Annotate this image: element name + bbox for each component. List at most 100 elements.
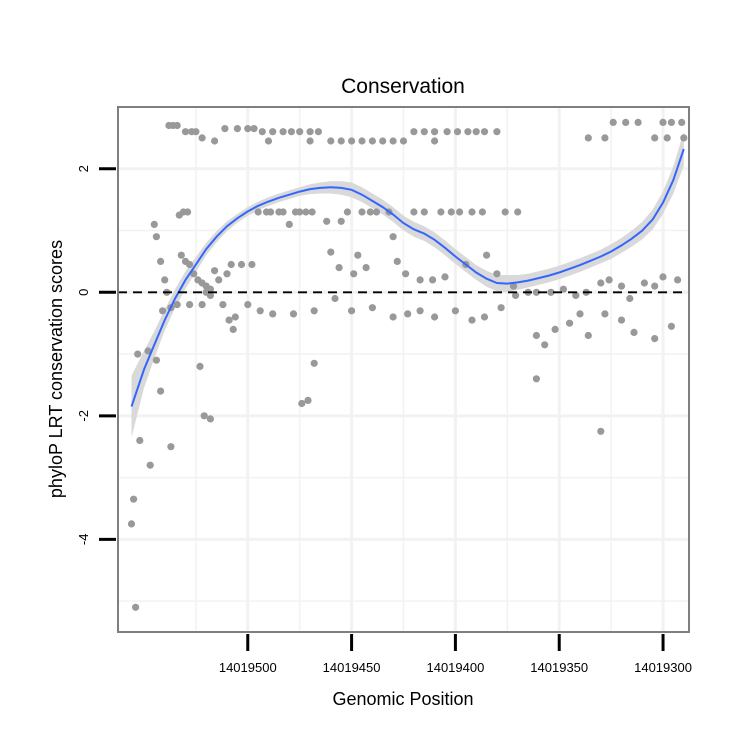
y-tick-label: 0 (76, 289, 91, 296)
data-point (306, 137, 314, 145)
data-point (480, 128, 489, 136)
data-point (302, 208, 310, 216)
data-point (287, 128, 295, 136)
data-point (343, 208, 351, 216)
data-point (167, 443, 175, 451)
data-point (159, 307, 167, 315)
data-point (152, 356, 160, 364)
data-point (541, 341, 549, 349)
x-tick-label: 14019300 (634, 660, 692, 675)
data-point (264, 137, 273, 145)
data-point (547, 288, 555, 296)
data-point (269, 310, 277, 318)
data-point (250, 125, 258, 133)
data-point (617, 316, 626, 324)
data-point (441, 273, 449, 281)
data-point (184, 208, 192, 216)
data-point (447, 208, 455, 216)
y-tick-label: 2 (76, 165, 91, 172)
data-point (451, 307, 459, 315)
data-point (497, 304, 505, 312)
data-point (605, 276, 613, 284)
data-point (379, 137, 387, 145)
data-point (453, 128, 462, 136)
data-point (576, 310, 584, 318)
data-point (258, 128, 266, 136)
data-point (601, 310, 609, 318)
data-point (296, 128, 304, 136)
data-point (572, 291, 580, 299)
data-point (192, 128, 200, 136)
data-point (146, 461, 154, 469)
data-point (161, 276, 169, 284)
data-point (337, 217, 345, 225)
data-point (198, 134, 206, 142)
data-point (651, 134, 659, 142)
data-point (651, 335, 659, 343)
data-point (296, 208, 304, 216)
data-point (667, 322, 676, 330)
data-point (468, 208, 476, 216)
data-point (659, 118, 667, 126)
data-point (410, 208, 418, 216)
data-point (173, 121, 181, 130)
y-tick-label: -2 (76, 410, 91, 422)
data-point (173, 301, 181, 309)
data-point (566, 319, 574, 327)
data-point (626, 294, 634, 303)
data-point (634, 118, 642, 126)
data-point (233, 125, 241, 133)
data-point (483, 251, 491, 259)
data-point (279, 128, 287, 136)
data-point (511, 291, 520, 299)
data-point (410, 128, 418, 136)
data-point (354, 251, 362, 259)
data-point (622, 118, 630, 126)
data-point (584, 134, 592, 142)
data-point (372, 208, 381, 216)
x-tick-label: 14019400 (426, 660, 484, 675)
data-point (493, 128, 501, 136)
data-point (468, 316, 476, 324)
data-point (362, 264, 370, 272)
data-point (289, 310, 298, 318)
data-point (298, 399, 306, 408)
data-point (196, 362, 204, 370)
data-point (211, 267, 219, 275)
data-point (551, 325, 559, 333)
x-tick-label: 14019350 (530, 660, 588, 675)
data-point (206, 291, 214, 299)
data-point (244, 125, 252, 133)
data-point (532, 375, 541, 383)
data-point (279, 208, 287, 216)
data-point (327, 137, 335, 145)
data-point (456, 208, 464, 216)
smooth-fit-line (130, 148, 685, 407)
data-point (472, 128, 480, 136)
data-point (223, 270, 231, 278)
y-axis: 2 0 -2 -4 (76, 165, 116, 545)
data-point (306, 128, 314, 136)
data-point (659, 273, 667, 281)
data-point (157, 387, 165, 395)
data-point (514, 208, 522, 216)
data-point (269, 128, 277, 136)
data-point (597, 427, 605, 435)
data-point (177, 251, 185, 259)
data-point (404, 310, 412, 318)
data-point (186, 301, 194, 309)
data-point (609, 118, 617, 126)
data-point (285, 220, 293, 228)
data-point (150, 220, 158, 228)
data-point (437, 208, 445, 216)
y-tick-label: -4 (76, 534, 91, 546)
line-layer (130, 148, 685, 407)
data-point (559, 285, 568, 293)
data-point (532, 288, 541, 296)
panel-border (117, 106, 690, 633)
data-point (431, 313, 439, 321)
data-point (337, 137, 345, 145)
data-point (640, 279, 649, 287)
data-point (152, 233, 160, 241)
